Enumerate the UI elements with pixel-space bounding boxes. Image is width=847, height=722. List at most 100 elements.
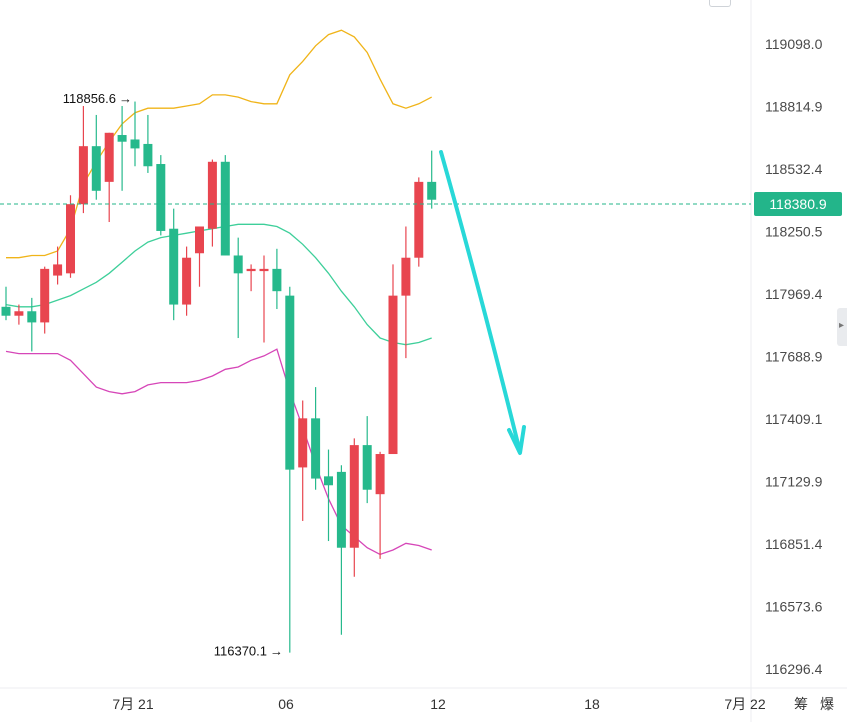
candle xyxy=(285,286,295,653)
candle-body xyxy=(324,476,333,486)
candle xyxy=(66,195,75,278)
candle xyxy=(246,264,256,292)
candle-body xyxy=(143,143,153,167)
last-price-tag xyxy=(754,191,842,216)
candle xyxy=(259,255,269,343)
candle xyxy=(104,132,114,223)
candle xyxy=(156,155,166,236)
candle-body xyxy=(220,161,230,256)
candle-body xyxy=(169,228,179,305)
candle-body xyxy=(66,204,75,274)
candle-body xyxy=(362,445,372,490)
candle-body xyxy=(233,255,243,274)
candle-body xyxy=(285,295,295,470)
candle xyxy=(233,237,243,339)
candle-body xyxy=(1,306,11,316)
y-tick-label: 117688.9 xyxy=(765,349,823,365)
axis-extra-label[interactable]: 筹 xyxy=(794,696,808,712)
candle-body xyxy=(78,146,88,205)
candle xyxy=(169,208,179,321)
candle xyxy=(272,248,282,310)
candle-body xyxy=(27,311,37,323)
x-tick-label: 06 xyxy=(278,696,294,712)
upper-band-line xyxy=(6,29,432,259)
y-tick-label: 117409.1 xyxy=(765,411,823,427)
candle xyxy=(375,451,385,559)
arrow-right-icon: → xyxy=(119,91,132,106)
middle-band-line xyxy=(5,223,432,346)
annotations: 118856.6 →116370.1 → xyxy=(63,91,283,659)
candle-body xyxy=(349,445,359,548)
top-toolbar-button[interactable] xyxy=(709,0,731,7)
chevron-right-icon: ▸ xyxy=(839,320,845,331)
candle-body xyxy=(336,471,346,548)
y-axis: 119098.0 118814.9 118532.4 118250.5 117969.4… xyxy=(765,36,823,677)
candle xyxy=(220,155,230,256)
side-panel-toggle[interactable]: ▸ xyxy=(837,308,847,346)
candle-body xyxy=(401,257,411,296)
y-tick-label: 117129.9 xyxy=(765,474,823,490)
candle-body xyxy=(91,146,101,191)
candle xyxy=(311,387,321,490)
candle-body xyxy=(272,268,282,292)
candle-body xyxy=(130,139,140,149)
x-axis: 7月 21 06 12 18 7月 22 筹爆 xyxy=(112,696,834,712)
candle xyxy=(195,226,204,287)
candle xyxy=(143,114,153,173)
candle-body xyxy=(117,135,127,142)
candle xyxy=(207,159,217,247)
y-tick-label: 119098.0 xyxy=(765,36,823,52)
candle xyxy=(401,226,411,359)
candle xyxy=(388,264,398,455)
candle xyxy=(298,400,308,521)
candle xyxy=(130,101,140,167)
candle xyxy=(427,150,437,209)
y-tick-label: 118532.4 xyxy=(765,161,823,177)
candles xyxy=(1,101,437,653)
x-tick-label: 12 xyxy=(430,696,446,712)
forecast-arrow xyxy=(439,150,526,455)
y-tick-label: 116573.6 xyxy=(765,599,823,615)
y-tick-label: 118250.5 xyxy=(765,224,823,240)
candle-body xyxy=(182,257,192,305)
candle-body xyxy=(53,264,63,276)
candle xyxy=(40,266,50,334)
candle-body xyxy=(375,454,385,495)
y-tick-label: 116851.4 xyxy=(765,536,823,552)
candle-body xyxy=(40,268,50,323)
candle-body xyxy=(14,311,24,316)
candle-body xyxy=(414,181,424,258)
candle xyxy=(336,465,346,635)
x-tick-label: 7月 22 xyxy=(724,696,765,712)
axis-extra-label[interactable]: 爆 xyxy=(820,696,834,712)
y-tick-label: 116296.4 xyxy=(765,661,823,677)
candle xyxy=(414,177,424,267)
high-price-label: 118856.6 xyxy=(63,91,116,106)
candle xyxy=(14,304,24,325)
candle xyxy=(117,106,127,191)
candle-body xyxy=(259,268,269,272)
low-price-label: 116370.1 xyxy=(214,644,267,659)
candle-body xyxy=(298,418,308,468)
last-price-tag-label: 118380.9 xyxy=(769,196,827,212)
y-tick-label: 118814.9 xyxy=(765,99,823,115)
arrow-head xyxy=(507,425,526,455)
candle-body xyxy=(311,418,321,479)
lower-band-line xyxy=(5,348,432,556)
candle-body xyxy=(195,226,204,254)
x-tick-label: 7月 21 xyxy=(112,696,153,712)
y-tick-label: 117969.4 xyxy=(765,286,823,302)
candle xyxy=(362,416,372,504)
candle-body xyxy=(427,181,437,200)
candle-body xyxy=(207,161,217,229)
candle xyxy=(91,114,101,200)
last-price-marker: 118380.9 xyxy=(0,191,842,216)
candle xyxy=(324,449,333,542)
candle xyxy=(53,246,63,285)
arrow-shaft xyxy=(439,150,521,450)
candle xyxy=(182,246,192,316)
candle-body xyxy=(156,164,166,231)
candle xyxy=(78,106,88,214)
candle xyxy=(349,438,359,577)
